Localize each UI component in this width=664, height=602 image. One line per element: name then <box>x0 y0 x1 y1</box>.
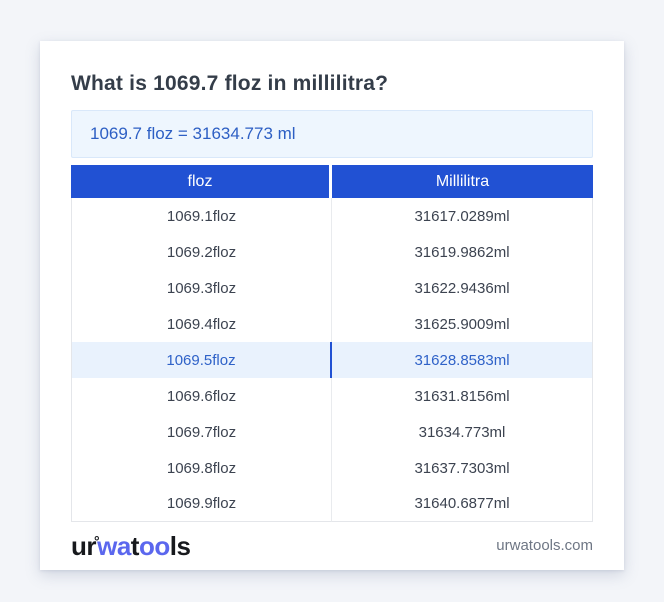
cell-ml[interactable]: 31634.773ml <box>332 414 593 450</box>
table-row[interactable]: 1069.5floz 31628.8583ml <box>71 342 593 378</box>
table-header-floz: floz <box>71 165 332 198</box>
cell-floz[interactable]: 1069.6floz <box>71 378 332 414</box>
table-row[interactable]: 1069.2floz 31619.9862ml <box>71 234 593 270</box>
cell-ml[interactable]: 31628.8583ml <box>332 342 593 378</box>
question-title: What is 1069.7 floz in millilitra? <box>71 72 389 95</box>
table-row[interactable]: 1069.8floz 31637.7303ml <box>71 450 593 486</box>
site-logo[interactable]: ur°watools <box>71 530 191 561</box>
table-row[interactable]: 1069.4floz 31625.9009ml <box>71 306 593 342</box>
result-box: 1069.7 floz = 31634.773 ml <box>71 110 593 158</box>
cell-ml[interactable]: 31622.9436ml <box>332 270 593 306</box>
cell-ml[interactable]: 31631.8156ml <box>332 378 593 414</box>
conversion-table-body: 1069.1floz 31617.0289ml 1069.2floz 31619… <box>71 198 593 522</box>
cell-ml[interactable]: 31625.9009ml <box>332 306 593 342</box>
footer: ur°watools urwatools.com <box>71 522 593 569</box>
cell-floz[interactable]: 1069.4floz <box>71 306 332 342</box>
cell-ml[interactable]: 31619.9862ml <box>332 234 593 270</box>
table-header-row: floz Millilitra <box>71 165 593 198</box>
site-url: urwatools.com <box>496 537 593 554</box>
cell-floz[interactable]: 1069.1floz <box>71 198 332 234</box>
result-text: 1069.7 floz = 31634.773 ml <box>90 124 296 143</box>
cell-floz[interactable]: 1069.9floz <box>71 486 332 522</box>
table-row[interactable]: 1069.6floz 31631.8156ml <box>71 378 593 414</box>
conversion-table: floz Millilitra 1069.1floz 31617.0289ml … <box>71 165 593 522</box>
cell-ml[interactable]: 31617.0289ml <box>332 198 593 234</box>
cell-floz[interactable]: 1069.2floz <box>71 234 332 270</box>
logo-text-dark-1: ur <box>71 530 97 561</box>
table-header-millilitra: Millilitra <box>332 165 593 198</box>
logo-text-dark-2: t <box>130 530 140 561</box>
table-row[interactable]: 1069.3floz 31622.9436ml <box>71 270 593 306</box>
logo-ring-icon: ° <box>94 532 100 549</box>
cell-floz[interactable]: 1069.3floz <box>71 270 332 306</box>
cell-floz[interactable]: 1069.7floz <box>71 414 332 450</box>
cell-floz[interactable]: 1069.5floz <box>71 342 332 378</box>
cell-ml[interactable]: 31637.7303ml <box>332 450 593 486</box>
converter-card: What is 1069.7 floz in millilitra? 1069.… <box>40 41 624 570</box>
cell-floz[interactable]: 1069.8floz <box>71 450 332 486</box>
logo-text-blue-1: wa <box>97 530 131 561</box>
table-row[interactable]: 1069.7floz 31634.773ml <box>71 414 593 450</box>
logo-text-blue-2: oo <box>138 530 170 561</box>
table-row[interactable]: 1069.9floz 31640.6877ml <box>71 486 593 522</box>
cell-ml[interactable]: 31640.6877ml <box>332 486 593 522</box>
logo-text-dark-3: ls <box>169 530 191 561</box>
table-row[interactable]: 1069.1floz 31617.0289ml <box>71 198 593 234</box>
